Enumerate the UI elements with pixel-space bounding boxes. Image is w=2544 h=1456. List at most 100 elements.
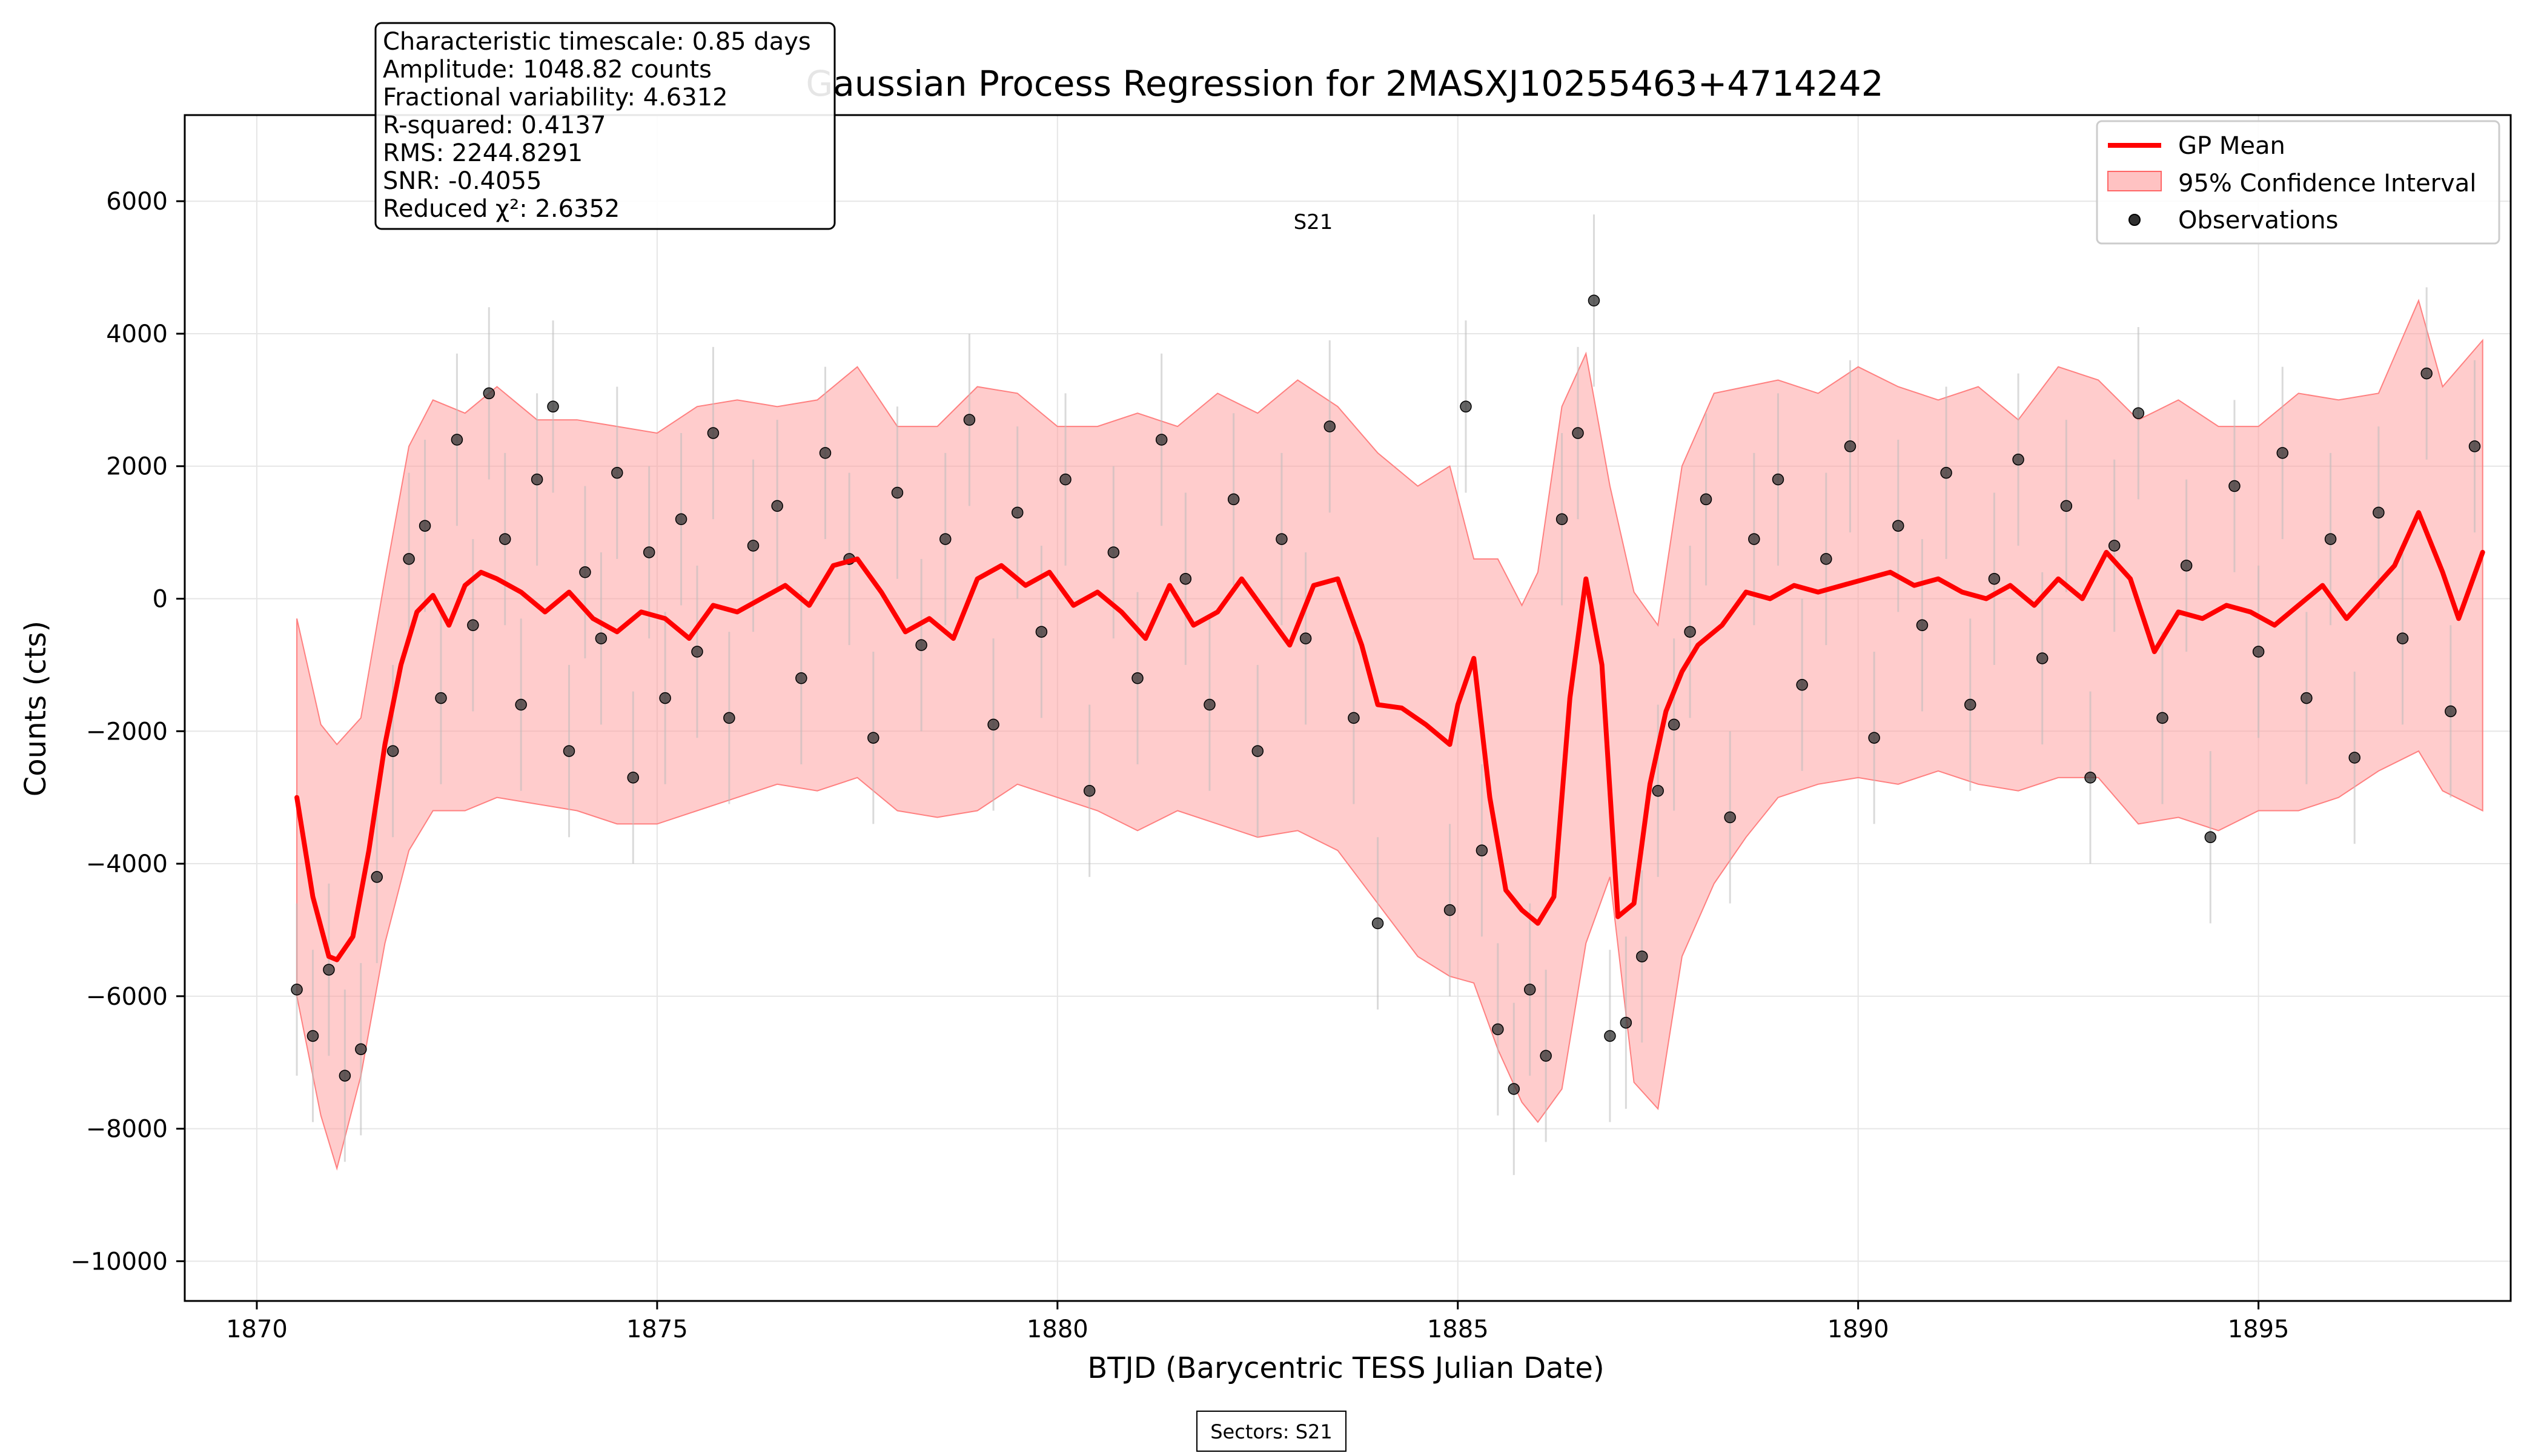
confidence-band: [296, 299, 2483, 1171]
observation-point: [547, 400, 559, 413]
observation-point: [1476, 844, 1488, 856]
y-tick-label: −2000: [86, 718, 168, 746]
observation-point: [2060, 500, 2073, 512]
observation-point: [2108, 540, 2121, 552]
observation-point: [386, 745, 399, 757]
observation-point: [1508, 1083, 1520, 1095]
observation-point: [915, 639, 927, 651]
observation-point: [1011, 506, 1024, 519]
y-tick-label: −4000: [86, 850, 168, 878]
observation-point: [563, 745, 575, 757]
observation-point: [1179, 572, 1192, 585]
observation-point: [1620, 1016, 1632, 1029]
observation-point: [2348, 752, 2360, 764]
observation-point: [1107, 546, 1120, 558]
observation-point: [371, 871, 383, 883]
observation-point: [1820, 553, 1832, 565]
observation-point: [1772, 473, 1784, 486]
observation-point: [1668, 718, 1680, 731]
observation-point: [291, 984, 303, 996]
sectors-footer-label: Sectors: S21: [1210, 1420, 1333, 1443]
observation-point: [1443, 904, 1456, 916]
stats-line: SNR: -0.4055: [383, 167, 542, 195]
observation-point: [611, 466, 623, 479]
x-axis-label: BTJD (Barycentric TESS Julian Date): [1087, 1351, 1604, 1385]
confidence-band-layer: [296, 299, 2483, 1171]
observation-point: [2132, 407, 2145, 419]
observation-point: [2084, 772, 2096, 784]
observation-point: [2301, 692, 2313, 704]
y-tick-label: 2000: [106, 453, 168, 481]
observation-point: [1916, 619, 1929, 632]
observation-point: [1868, 732, 1880, 744]
observation-point: [2228, 480, 2241, 492]
observation-point: [355, 1043, 367, 1056]
observation-point: [1227, 493, 1240, 506]
observation-point: [747, 540, 760, 552]
observation-point: [515, 698, 527, 711]
stats-line: Characteristic timescale: 0.85 days: [383, 28, 811, 56]
y-axis-label: Counts (cts): [19, 621, 53, 796]
observation-point: [659, 692, 671, 704]
observation-point: [531, 473, 543, 486]
observation-point: [2252, 646, 2265, 658]
x-tick-label: 1885: [1427, 1315, 1489, 1343]
observation-point: [723, 712, 735, 724]
observation-point: [2396, 632, 2409, 644]
observation-point: [1059, 473, 1072, 486]
observation-point: [2156, 712, 2168, 724]
stats-line: Amplitude: 1048.82 counts: [383, 56, 712, 84]
observation-point: [2012, 454, 2024, 466]
observation-point: [1460, 400, 1472, 413]
observation-point: [1964, 698, 1976, 711]
observation-point: [1155, 434, 1168, 446]
observation-point: [1748, 533, 1760, 545]
chart-title: Gaussian Process Regression for 2MASXJ10…: [806, 63, 1883, 104]
observation-point: [419, 520, 431, 532]
observation-point: [2036, 652, 2049, 664]
observation-point: [483, 387, 495, 400]
observation-point: [1083, 784, 1096, 797]
observation-point: [1035, 626, 1048, 638]
observation-point: [467, 619, 479, 632]
axes-layer: 1870 1875 1880 1885 1890 1895 −10000 −8000 −6000…: [70, 114, 2512, 1343]
observation-point: [819, 447, 832, 459]
observation-point: [1371, 917, 1384, 930]
observation-point: [1348, 712, 1360, 724]
observation-point: [1652, 784, 1664, 797]
stats-box-frame: [374, 22, 836, 230]
plot-frame: [184, 114, 2512, 1302]
stats-line: R-squared: 0.4137: [383, 111, 606, 139]
observation-point: [1700, 493, 1712, 506]
observation-point: [339, 1070, 351, 1082]
observation-point: [1988, 572, 2001, 585]
observation-point: [1492, 1023, 1504, 1036]
observation-point: [627, 772, 639, 784]
observation-point: [2324, 533, 2337, 545]
y-tick-label: 0: [153, 586, 168, 614]
observation-point: [939, 533, 952, 545]
observation-point: [2373, 506, 2385, 519]
observation-point: [451, 434, 463, 446]
observation-point: [1299, 632, 1312, 644]
legend-observations-label: Observations: [2178, 207, 2338, 234]
observation-point: [2420, 367, 2433, 380]
observation-point: [1940, 466, 1952, 479]
stats-line: Fractional variability: 4.6312: [383, 84, 728, 111]
observation-point: [323, 964, 335, 976]
sectors-footer: Sectors: S21: [1196, 1411, 1347, 1452]
observation-point: [2468, 440, 2481, 452]
observation-point: [1523, 984, 1536, 996]
observation-point: [771, 500, 783, 512]
x-tick-label: 1870: [226, 1315, 288, 1343]
observation-point: [963, 414, 976, 426]
observations-layer: [291, 214, 2481, 1176]
observation-point: [403, 553, 415, 565]
observation-point: [579, 566, 591, 578]
observation-point: [595, 632, 608, 644]
legend: GP Mean 95% Confidence Interval Observat…: [2096, 120, 2500, 245]
stats-box: Characteristic timescale: 0.85 days Ampl…: [374, 22, 836, 230]
y-tick-label: −8000: [86, 1116, 168, 1143]
observation-point: [1636, 950, 1648, 962]
